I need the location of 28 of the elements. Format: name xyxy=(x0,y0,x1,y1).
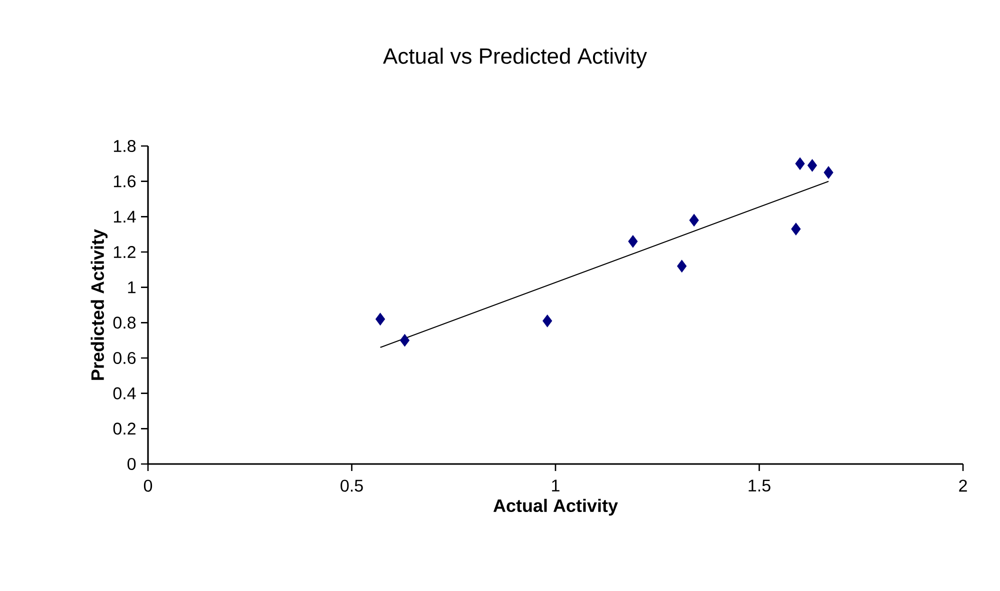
y-tick-label: 0.2 xyxy=(113,422,136,435)
y-tick-label: 0.6 xyxy=(113,352,136,364)
y-tick-label: 0.8 xyxy=(113,316,136,329)
point xyxy=(795,157,805,170)
y-axis-title: Predicted Activity xyxy=(90,229,108,380)
y-tick-label: 1.6 xyxy=(114,175,136,188)
point xyxy=(807,159,817,172)
y-tick-label: 1.8 xyxy=(114,140,136,152)
chart-title: Actual vs Predicted Activity xyxy=(383,48,647,68)
y-tick-label: 1.2 xyxy=(114,246,136,258)
point xyxy=(677,260,687,272)
point xyxy=(824,166,834,179)
y-tick-label: 1.4 xyxy=(114,210,136,223)
x-axis-title: Actual Activity xyxy=(493,498,618,516)
x-tick-label: 2 xyxy=(959,480,967,492)
y-tick-label: 0.4 xyxy=(113,387,136,400)
point xyxy=(689,214,699,226)
point xyxy=(376,312,386,326)
point xyxy=(400,334,410,347)
point xyxy=(791,222,801,236)
point xyxy=(628,235,638,248)
x-tick-label: 0.5 xyxy=(340,480,363,492)
y-tick-label: 0 xyxy=(128,458,136,470)
x-tick-label: 1 xyxy=(552,480,560,492)
x-tick-label: 0 xyxy=(144,480,152,492)
point xyxy=(542,314,552,328)
x-tick-label: 1.5 xyxy=(748,480,770,492)
y-tick-label: 1 xyxy=(128,281,136,294)
